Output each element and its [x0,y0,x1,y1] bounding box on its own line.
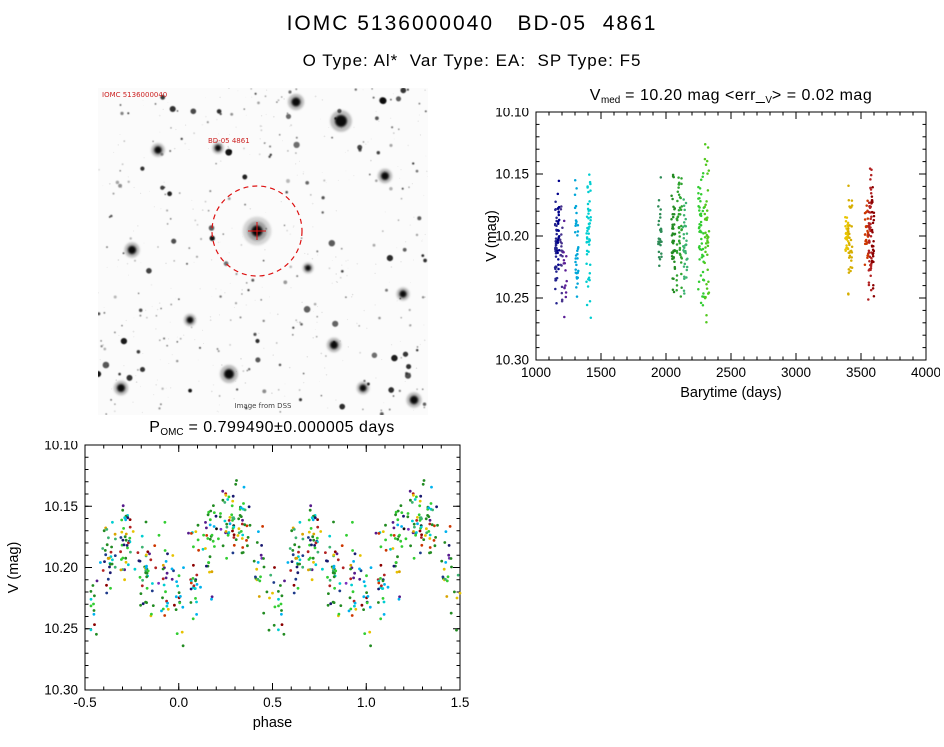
svg-text:10.10: 10.10 [44,441,78,453]
finding-chart: IOMC 5136000040 BD-05 4861 Image from DS… [98,88,428,415]
title-subscript: V [765,94,772,106]
chart-1-axis-labels: phase V (mag) [6,542,292,731]
svg-text:2500: 2500 [716,365,746,380]
bright-stars-layer [113,93,422,408]
svg-text:10.20: 10.20 [44,560,78,575]
svg-text:3000: 3000 [781,365,811,380]
svg-text:2000: 2000 [651,365,681,380]
svg-text:phase: phase [253,715,293,731]
background-noise-layer [98,88,428,414]
chart-1-data-points [89,479,462,648]
title-subscript: med [600,94,621,106]
medium-stars-layer [98,88,427,415]
title-text: V [589,87,601,104]
svg-text:4000: 4000 [911,365,940,380]
chart-0-axis-labels: Barytime (days) V (mag) [484,210,782,401]
target-circle-marker [211,185,303,277]
svg-text:1.0: 1.0 [357,695,376,710]
title-text: = 0.799490±0.000005 days [183,419,395,436]
svg-text:V (mag): V (mag) [484,210,500,262]
chart-0-data-points [553,142,876,324]
svg-text:10.30: 10.30 [44,683,78,698]
svg-text:-0.5: -0.5 [73,695,96,710]
title-text: P [149,419,161,436]
lightcurve-title: Vmed = 10.20 mag <err_V> = 0.02 mag [501,87,944,106]
svg-text:3500: 3500 [846,365,876,380]
svg-text:10.25: 10.25 [495,291,529,306]
svg-text:V (mag): V (mag) [6,542,22,594]
title-text: = 10.20 mag <err_ [620,87,766,104]
svg-text:10.25: 10.25 [44,621,78,636]
chart-1-axes [84,444,461,691]
title-text: > = 0.02 mag [771,87,873,104]
lightcurve-plot: 1000 1500 2000 2500 3000 3500 4000 10.10 10.15 10… [484,108,940,401]
starfield-image [98,88,428,415]
svg-text:1.5: 1.5 [451,695,470,710]
svg-text:10.15: 10.15 [495,167,529,182]
svg-text:1000: 1000 [521,365,551,380]
page-title: IOMC 5136000040 BD-05 4861 [286,12,658,35]
svg-text:10.20: 10.20 [495,229,529,244]
target-overlay [211,185,303,277]
chart-0-tick-labels: 1000 1500 2000 2500 3000 3500 4000 10.10 10.15 10… [495,108,940,380]
svg-text:10.10: 10.10 [495,108,529,120]
svg-text:0.0: 0.0 [169,695,188,710]
svg-text:10.15: 10.15 [44,499,78,514]
svg-text:Barytime (days): Barytime (days) [680,385,782,401]
phase-plot: -0.5 0.0 0.5 1.0 1.5 10.10 10.15 10.20 10.25 10.3… [6,441,469,731]
chart-1-tick-labels: -0.5 0.0 0.5 1.0 1.5 10.10 10.15 10.20 10.25 10.3… [44,441,469,710]
title-subscript: OMC [160,426,184,438]
starfield-background [98,88,428,415]
page-subtitle: O Type: Al* Var Type: EA: SP Type: F5 [302,51,642,70]
chart-0-axes [535,111,927,361]
svg-text:10.30: 10.30 [495,353,529,368]
svg-text:0.5: 0.5 [263,695,282,710]
phase-title: POMC = 0.799490±0.000005 days [42,419,502,438]
svg-text:1500: 1500 [586,365,616,380]
